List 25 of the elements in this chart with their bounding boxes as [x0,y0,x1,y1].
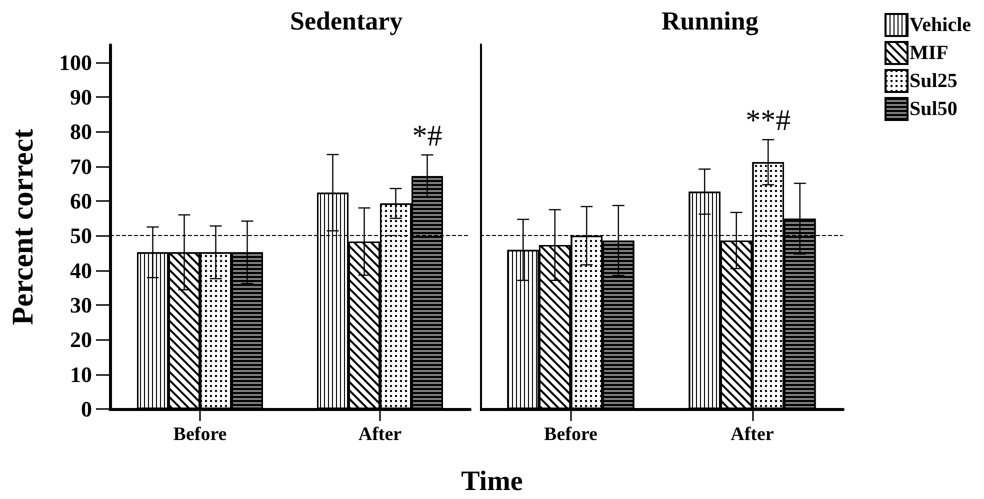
chart-title: Running [662,6,758,36]
y-tick-label: 0 [81,396,92,422]
chart-title: Sedentary [290,6,403,36]
legend-label: MIF [910,42,948,64]
x-tick-label: After [358,424,402,445]
x-tick-label: Before [173,424,227,445]
y-tick-label: 80 [70,119,92,144]
y-tick-label: 60 [70,188,92,214]
y-tick-label: 50 [70,223,92,248]
y-tick-label: 30 [70,292,92,318]
annotation: *# [412,119,442,152]
legend-label: Sul25 [910,70,958,92]
y-tick-label: 40 [70,258,92,283]
legend-label: Vehicle [910,14,972,36]
x-tick-label: Before [544,424,598,445]
y-axis-title: Percent correct [6,128,40,326]
y-tick-label: 10 [70,362,92,387]
y-tick-label: 90 [70,84,92,110]
annotation: **# [746,104,791,138]
x-axis-title: Time [460,466,524,498]
x-tick-label: After [730,424,774,445]
y-tick-label: 20 [70,327,92,352]
y-tick-label: 100 [59,50,92,75]
legend-label: Sul50 [910,98,958,120]
y-tick-label: 70 [70,154,92,179]
